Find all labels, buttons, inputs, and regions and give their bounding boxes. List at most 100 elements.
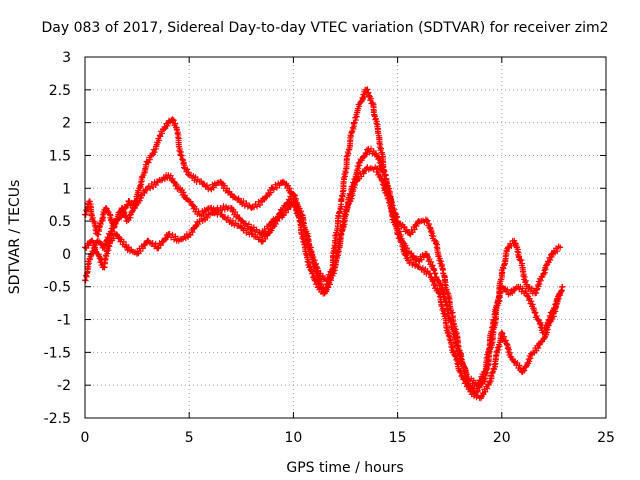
data-point: [286, 185, 293, 192]
data-point: [391, 217, 398, 224]
data-point: [495, 346, 502, 353]
data-point: [207, 185, 214, 192]
y-axis-label: SDTVAR / TECUs: [7, 180, 23, 295]
data-point: [394, 231, 401, 238]
data-point: [375, 169, 382, 176]
data-point: [557, 292, 564, 299]
data-point: [446, 336, 453, 343]
data-point: [499, 330, 506, 337]
data-point: [450, 348, 457, 355]
data-point: [399, 240, 406, 247]
data-point: [545, 322, 552, 329]
data-point: [360, 94, 367, 101]
data-point: [549, 316, 556, 323]
data-point: [389, 211, 396, 218]
data-point: [526, 358, 533, 365]
data-point: [166, 230, 173, 237]
data-point: [521, 274, 528, 281]
data-point: [330, 270, 337, 277]
data-point: [439, 305, 446, 312]
data-point: [343, 155, 350, 162]
data-point: [518, 257, 525, 264]
x-tick-label: 25: [597, 430, 615, 446]
data-point: [273, 220, 280, 227]
data-point: [438, 282, 445, 289]
data-point: [533, 312, 540, 319]
data-point: [223, 185, 230, 192]
data-point: [494, 349, 501, 356]
data-point: [268, 227, 275, 234]
data-point: [547, 257, 554, 264]
data-point: [282, 181, 289, 188]
data-point: [222, 214, 229, 221]
data-point: [334, 252, 341, 259]
data-point: [434, 286, 441, 293]
data-point: [243, 200, 250, 207]
x-tick-label: 0: [81, 430, 90, 446]
data-point: [256, 201, 263, 208]
data-point: [554, 248, 561, 255]
data-point: [265, 225, 272, 232]
x-axis: 0 5 10 15 20 25: [81, 57, 615, 446]
data-point: [340, 223, 347, 230]
data-point: [432, 237, 439, 244]
data-point: [259, 237, 266, 244]
data-point: [204, 214, 211, 221]
data-point: [480, 373, 487, 380]
y-tick-label: -1.5: [44, 345, 71, 361]
data-point: [413, 222, 420, 229]
chart-title: Day 083 of 2017, Sidereal Day-to-day VTE…: [42, 20, 609, 36]
data-point: [184, 166, 191, 173]
y-tick-label: 2: [62, 116, 71, 132]
y-tick-label: -1: [57, 313, 71, 329]
data-point: [432, 270, 439, 277]
data-point: [243, 220, 250, 227]
y-tick-label: 2.5: [49, 83, 71, 99]
data-point: [195, 221, 202, 228]
data-point: [451, 328, 458, 335]
data-point: [110, 224, 117, 231]
data-point: [288, 188, 295, 195]
data-point: [338, 203, 345, 210]
data-point: [543, 262, 550, 269]
data-point: [171, 236, 178, 243]
data-point: [231, 193, 238, 200]
data-point: [380, 179, 387, 186]
data-point: [123, 201, 130, 208]
data-point: [104, 250, 111, 257]
data-point: [260, 197, 267, 204]
data-point: [555, 295, 562, 302]
data-point: [463, 371, 470, 378]
data-point: [152, 240, 159, 247]
data-point: [292, 192, 299, 199]
data-point: [82, 211, 89, 218]
data-point: [351, 119, 358, 126]
data-point: [521, 367, 528, 374]
data-point: [262, 235, 269, 242]
data-point: [221, 206, 228, 213]
data-point: [251, 204, 258, 211]
data-point: [257, 234, 264, 241]
data-point: [381, 182, 388, 189]
data-point: [292, 201, 299, 208]
data-point: [172, 120, 179, 127]
data-point: [483, 357, 490, 364]
data-point: [436, 255, 443, 262]
data-point: [279, 178, 286, 185]
data-point: [367, 95, 374, 102]
y-tick-label: 0.5: [49, 214, 71, 230]
data-point: [520, 271, 527, 278]
data-point: [369, 99, 376, 106]
data-point: [433, 239, 440, 246]
data-point: [159, 130, 166, 137]
data-point: [495, 300, 502, 307]
data-point: [259, 229, 266, 236]
data-point: [356, 162, 363, 169]
data-point: [459, 359, 466, 366]
x-tick-label: 10: [284, 430, 302, 446]
data-point: [373, 118, 380, 125]
data-point: [147, 185, 154, 192]
plot-frame: [84, 56, 607, 419]
data-point: [203, 182, 210, 189]
data-point: [136, 197, 143, 204]
